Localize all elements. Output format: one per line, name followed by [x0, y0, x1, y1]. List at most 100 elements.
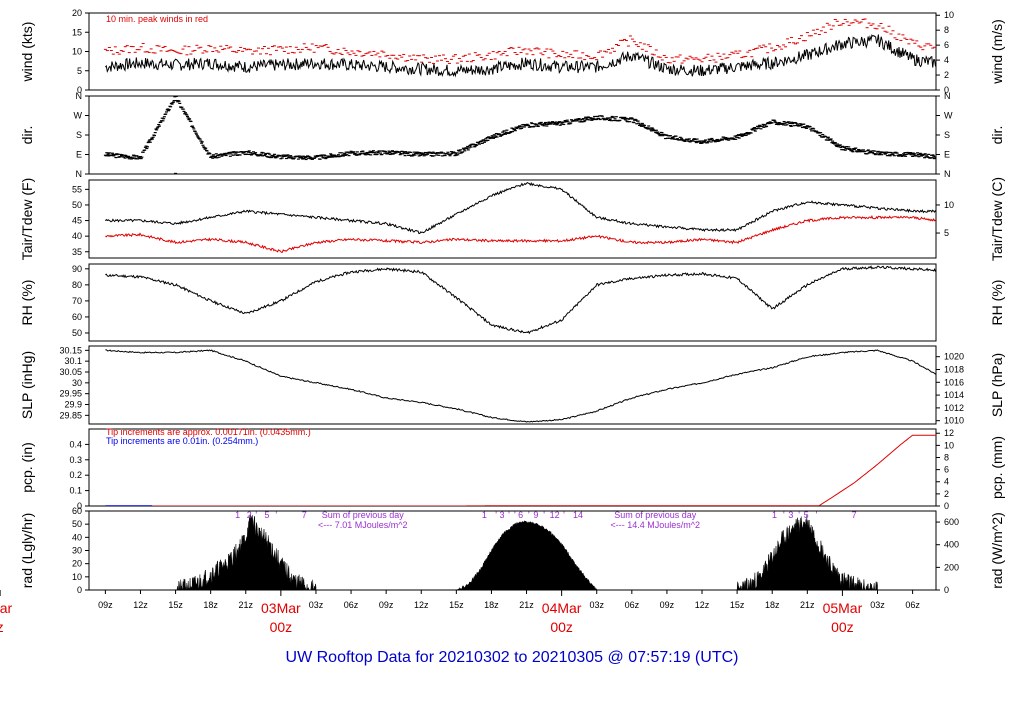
- radiation-hour-mark: ': [783, 510, 785, 520]
- x-tick-label: 06z: [905, 600, 920, 610]
- radiation-tick-label: 40: [72, 532, 82, 542]
- radiation-hour-mark: 6: [518, 510, 523, 520]
- relative-humidity-tick-label: 50: [72, 328, 82, 338]
- sea-level-pressure-tick-label-right: 1020: [944, 352, 964, 362]
- radiation-hour-mark: 5: [804, 510, 809, 520]
- relative-humidity-tick-label: 80: [72, 280, 82, 290]
- precipitation-tick-label-right: 0: [944, 501, 949, 511]
- direction-ylabel-right: dir.: [989, 126, 1005, 145]
- x-tick-label: 21z: [519, 600, 534, 610]
- wind-tick-label: 10: [72, 47, 82, 57]
- wind-panel: wind (kts) wind (m/s) 0 5 10 15 20 0 2 4 6 8 10 10 mi…: [19, 8, 1005, 95]
- temperature-tick-label: 50: [72, 200, 82, 210]
- precipitation-tick-label: 0: [77, 501, 82, 511]
- radiation-ylabel: rad (Lgly/hr): [19, 513, 35, 588]
- radiation-panel: rad (Lgly/hr) rad (W/m^2)0102030405060020…: [19, 506, 1005, 595]
- precipitation-tick-label-right: 10: [944, 440, 954, 450]
- radiation-hour-mark: 1: [235, 510, 240, 520]
- sea-level-pressure-plot: [105, 349, 936, 423]
- radiation-tick-label: 30: [72, 546, 82, 556]
- rh-line: [105, 265, 936, 335]
- radiation-hour-mark: 7: [852, 510, 857, 520]
- relative-humidity-ylabel: RH (%): [19, 280, 35, 326]
- tair-line: [105, 181, 936, 235]
- x-tick-label: 21z: [800, 600, 815, 610]
- radiation-tick-label: 0: [77, 585, 82, 595]
- radiation-tick-label-right: 600: [944, 517, 959, 527]
- radiation-hour-mark: 9: [533, 510, 538, 520]
- radiation-summary-value: <--- 7.01 MJoules/m^2: [318, 520, 408, 530]
- x-tick-label: 09z: [660, 600, 675, 610]
- sea-level-pressure-tick-label: 29.95: [59, 389, 82, 399]
- day-date-label: 05Mar: [823, 600, 863, 616]
- wind-speed-line: [105, 34, 936, 78]
- precipitation-tick-label-right: 2: [944, 489, 949, 499]
- sea-level-pressure-tick-label-right: 1012: [944, 403, 964, 413]
- direction-panel: dir. dir.N NE ES SW WN N: [19, 91, 1005, 179]
- precipitation-tick-label: 0.1: [69, 486, 82, 496]
- radiation-tick-label-right: 200: [944, 562, 959, 572]
- day-hour-label: 00z: [550, 619, 573, 635]
- radiation-summary-value: <--- 14.4 MJoules/m^2: [610, 520, 700, 530]
- precipitation-tick-label-right: 8: [944, 452, 949, 462]
- x-tick-label: 03z: [589, 600, 604, 610]
- relative-humidity-frame: [88, 263, 937, 342]
- sea-level-pressure-tick-label: 30: [72, 378, 82, 388]
- wind-tick-label-right: 8: [944, 25, 949, 35]
- radiation-hour-mark: ': [816, 510, 818, 520]
- radiation-tick-label: 60: [72, 506, 82, 516]
- x-tick-label: 12z: [695, 600, 710, 610]
- x-tick-label: 18z: [765, 600, 780, 610]
- direction-plot: [103, 96, 936, 174]
- sea-level-pressure-tick-label: 29.85: [59, 410, 82, 420]
- radiation-summary-title: Sum of previous day: [322, 510, 405, 520]
- direction-frame: [88, 95, 937, 175]
- sea-level-pressure-tick-label: 29.9: [64, 400, 82, 410]
- radiation-hour-mark: ': [528, 510, 530, 520]
- precip-annotation-fine: Tip increments are approx. 0.00171in. (0…: [106, 427, 311, 437]
- x-tick-label: 03z: [870, 600, 885, 610]
- precipitation-panel: pcp. (in) pcp. (mm) 0 0.1 0.2 0.3 0.4 0 2 4 6 8 10 12…: [19, 427, 1005, 511]
- radiation-summary-title: Sum of previous day: [614, 510, 697, 520]
- radiation-hour-mark: ': [798, 510, 800, 520]
- day-date-label: 04Mar: [542, 600, 582, 616]
- wind-tick-label-right: 4: [944, 55, 949, 65]
- temperature-frame: [88, 179, 937, 259]
- direction-tick-label-right: S: [944, 130, 950, 140]
- x-tick-label: 15z: [168, 600, 183, 610]
- radiation-hour-mark: 1: [772, 510, 777, 520]
- wind-tick-label: 5: [77, 66, 82, 76]
- wind-plot: [103, 18, 936, 78]
- day-date-label: Mar: [0, 600, 12, 616]
- temperature-tick-label: 35: [72, 247, 82, 257]
- wind-tick-label-right: 2: [944, 70, 949, 80]
- x-tick-label: 06z: [344, 600, 359, 610]
- radiation-ylabel-right: rad (W/m^2): [989, 512, 1005, 589]
- radiation-hour-mark: 12: [550, 510, 560, 520]
- radiation-hour-mark: ': [508, 510, 510, 520]
- wind-ylabel: wind (kts): [19, 22, 35, 83]
- wind-tick-label-right: 10: [944, 10, 954, 20]
- relative-humidity-tick-label: 90: [72, 264, 82, 274]
- direction-tick-label-right: W: [944, 111, 953, 121]
- temperature-plot: [105, 181, 936, 253]
- sea-level-pressure-tick-label-right: 1016: [944, 377, 964, 387]
- sea-level-pressure-tick-label: 30.05: [59, 367, 82, 377]
- wind-tick-label-right: 0: [944, 85, 949, 95]
- precip-fine-line: [105, 434, 936, 506]
- radiation-hour-mark: ': [275, 510, 277, 520]
- radiation-tick-label: 10: [72, 572, 82, 582]
- relative-humidity-plot: [105, 265, 936, 335]
- relative-humidity-tick-label: 60: [72, 312, 82, 322]
- x-tick-label: 15z: [730, 600, 745, 610]
- precipitation-tick-label: 0.2: [69, 470, 82, 480]
- temperature-tick-label-right: 5: [944, 228, 949, 238]
- precipitation-tick-label: 0.4: [69, 439, 82, 449]
- day-hour-label: 00z: [270, 619, 293, 635]
- precipitation-ylabel-right: pcp. (mm): [989, 436, 1005, 499]
- temperature-tick-label: 45: [72, 216, 82, 226]
- x-tick-label: 21z: [239, 600, 254, 610]
- wind-tick-label-right: 6: [944, 40, 949, 50]
- x-tick-label: 09z: [98, 600, 113, 610]
